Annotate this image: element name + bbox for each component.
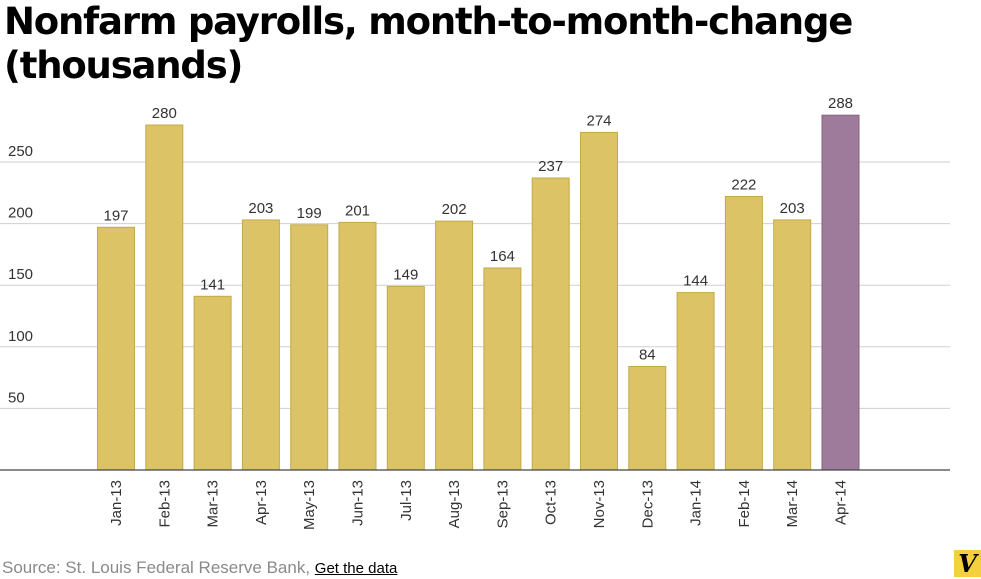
data-label: 201 xyxy=(345,202,370,219)
bar xyxy=(241,219,280,471)
chart-title: Nonfarm payrolls, month-to-month-change … xyxy=(4,0,853,87)
source-text: Source: St. Louis Federal Reserve Bank, xyxy=(2,558,311,577)
bar xyxy=(580,131,618,471)
x-tick-label: Feb-14 xyxy=(736,480,753,528)
bar xyxy=(435,220,474,471)
footer: Source: St. Louis Federal Reserve Bank, … xyxy=(2,558,397,578)
data-label: 222 xyxy=(731,176,756,193)
data-label: 274 xyxy=(586,112,611,129)
bar xyxy=(773,219,812,471)
x-tick-label: May-13 xyxy=(301,480,318,530)
bar xyxy=(724,195,763,471)
x-tick-label: Jan-14 xyxy=(688,480,705,526)
get-the-data-link[interactable]: Get the data xyxy=(314,560,398,577)
x-tick-label: Jan-13 xyxy=(108,480,125,526)
y-tick-label: 100 xyxy=(8,328,33,345)
x-tick-label: Jul-13 xyxy=(398,480,415,521)
bar xyxy=(821,114,860,471)
data-label: 280 xyxy=(152,105,177,122)
x-tick-label: Feb-13 xyxy=(156,480,173,528)
data-label: 141 xyxy=(200,276,225,293)
x-tick-label: Apr-14 xyxy=(833,480,850,525)
data-label: 288 xyxy=(828,95,853,112)
y-tick-label: 200 xyxy=(8,205,33,222)
data-label: 197 xyxy=(103,207,128,224)
x-tick-label: Dec-13 xyxy=(639,480,656,528)
x-tick-label: Oct-13 xyxy=(543,480,560,525)
bar xyxy=(483,267,522,471)
data-label: 144 xyxy=(683,273,708,290)
bar xyxy=(97,226,135,471)
x-tick-label: Mar-14 xyxy=(784,480,801,528)
bar xyxy=(531,177,570,471)
bar xyxy=(193,295,232,471)
bar xyxy=(338,221,377,471)
bar xyxy=(290,224,329,471)
bar xyxy=(628,366,667,471)
data-label: 149 xyxy=(393,266,418,283)
x-tick-label: Jun-13 xyxy=(350,480,367,526)
x-tick-label: Nov-13 xyxy=(591,480,608,528)
data-label: 202 xyxy=(442,201,467,218)
x-tick-label: Apr-13 xyxy=(253,480,270,525)
bar xyxy=(386,285,425,471)
bar xyxy=(676,292,715,471)
data-label: 164 xyxy=(490,248,515,265)
y-tick-label: 50 xyxy=(8,389,25,406)
y-tick-label: 150 xyxy=(8,266,33,283)
data-label: 237 xyxy=(538,158,563,175)
x-tick-label: Aug-13 xyxy=(446,480,463,528)
x-tick-label: Mar-13 xyxy=(205,480,222,528)
data-label: 199 xyxy=(297,205,322,222)
data-label: 203 xyxy=(780,200,805,217)
bar xyxy=(145,124,184,471)
y-tick-label: 250 xyxy=(8,143,33,160)
vox-logo-icon: V xyxy=(954,550,981,577)
data-label: 84 xyxy=(639,347,656,364)
data-label: 203 xyxy=(248,200,273,217)
x-tick-label: Sep-13 xyxy=(494,480,511,528)
